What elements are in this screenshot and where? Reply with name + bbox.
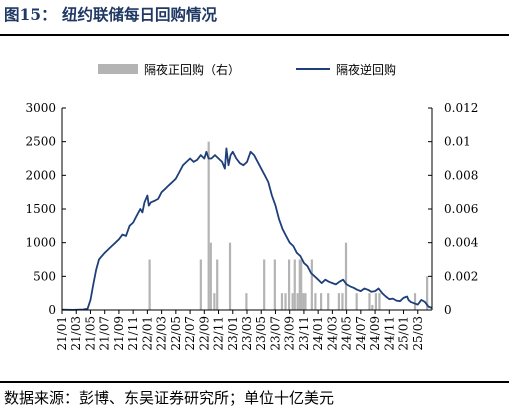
bar [374, 293, 377, 310]
bar [199, 259, 202, 310]
bar [291, 293, 294, 310]
x-tick-label: 23/11 [297, 316, 311, 351]
bar [287, 259, 291, 310]
bar [302, 293, 305, 310]
bar [148, 259, 151, 310]
x-tick-label: 22/09 [197, 316, 211, 351]
x-tick-label: 24/01 [311, 316, 325, 351]
x-tick-label: 23/09 [283, 316, 297, 351]
bar [293, 259, 296, 310]
bar [273, 259, 276, 310]
source-divider [0, 381, 509, 383]
bar [228, 242, 232, 310]
bar [245, 293, 248, 310]
bar [327, 293, 330, 310]
bar [300, 259, 303, 310]
x-tick-label: 22/03 [155, 316, 169, 351]
bar [280, 293, 284, 310]
x-tick-label: 21/07 [98, 316, 112, 351]
bar [371, 304, 374, 310]
bar [368, 293, 371, 310]
x-tick-label: 22/11 [212, 316, 226, 351]
x-tick-label: 24/05 [340, 316, 354, 351]
reverse-repo-line [61, 147, 433, 311]
bar [209, 242, 212, 310]
right-tick-label: 0.002 [444, 269, 478, 283]
legend: 隔夜正回购（右） 隔夜逆回购 [98, 62, 396, 77]
bar [314, 293, 317, 310]
x-tick-label: 24/09 [368, 316, 382, 351]
bar [284, 293, 287, 310]
right-tick-label: 0.006 [444, 202, 478, 216]
x-tick-label: 22/05 [169, 316, 183, 351]
right-tick-label: 0.008 [444, 168, 478, 182]
bar [207, 141, 210, 310]
left-tick-label: 2500 [25, 135, 56, 149]
x-tick-label: 23/03 [240, 316, 254, 351]
bar [304, 293, 307, 310]
x-tick-label: 23/01 [226, 316, 240, 351]
left-tick-label: 1000 [25, 236, 56, 250]
left-tick-label: 2000 [25, 168, 56, 182]
bar [344, 242, 348, 310]
bar [296, 293, 299, 310]
bar-series [148, 141, 429, 310]
bar [298, 259, 301, 310]
x-tick-label: 21/09 [112, 316, 126, 351]
right-axis-ticks: 0 0.002 0.004 0.006 0.008 0.01 0.012 [428, 101, 479, 317]
x-tick-label: 21/01 [55, 316, 69, 351]
left-axis-ticks: 0 500 1000 1500 2000 2500 3000 [25, 101, 66, 317]
x-tick-label: 21/05 [83, 316, 97, 351]
bar [413, 293, 417, 310]
bar [337, 293, 340, 310]
line-series [61, 147, 433, 311]
right-tick-label: 0.012 [444, 101, 478, 115]
bar [216, 259, 219, 310]
title-divider [0, 34, 509, 36]
left-tick-label: 0 [48, 303, 56, 317]
bar [263, 259, 266, 310]
bar [310, 259, 313, 310]
bar [355, 293, 358, 310]
x-tick-label: 22/01 [140, 316, 154, 351]
x-tick-label: 25/03 [411, 316, 425, 351]
source-note: 数据来源：彭博、东吴证券研究所；单位十亿美元 [4, 389, 335, 407]
left-tick-label: 500 [33, 269, 56, 283]
x-tick-label: 25/01 [397, 316, 411, 351]
legend-swatch-bar [98, 64, 138, 74]
left-tick-label: 1500 [25, 202, 56, 216]
figure-title: 图15： 纽约联储每日回购情况 [4, 5, 217, 24]
x-tick-label: 23/05 [254, 316, 268, 351]
bar [213, 293, 216, 310]
bar [320, 293, 323, 310]
bar [378, 293, 381, 310]
right-tick-label: 0.004 [444, 236, 479, 250]
x-axis-ticks: 21/01 21/03 21/05 21/07 21/09 21/11 22/01 22/03… [55, 310, 425, 351]
x-tick-label: 22/07 [183, 316, 197, 351]
right-tick-label: 0 [444, 303, 452, 317]
x-tick-label: 24/03 [325, 316, 339, 351]
left-tick-label: 3000 [25, 101, 56, 115]
x-tick-label: 24/11 [382, 316, 396, 351]
legend-label-bar: 隔夜正回购（右） [144, 62, 240, 77]
x-tick-label: 21/11 [126, 316, 140, 351]
x-tick-label: 21/03 [69, 316, 83, 351]
repo-chart: 隔夜正回购（右） 隔夜逆回购 050010001500200025003000 … [25, 62, 479, 351]
right-tick-label: 0.01 [444, 135, 471, 149]
bar [341, 293, 344, 310]
x-tick-label: 23/07 [268, 316, 282, 351]
axes [61, 108, 433, 311]
legend-label-line: 隔夜逆回购 [336, 62, 396, 77]
bar [426, 276, 429, 310]
x-tick-label: 24/07 [354, 316, 368, 351]
